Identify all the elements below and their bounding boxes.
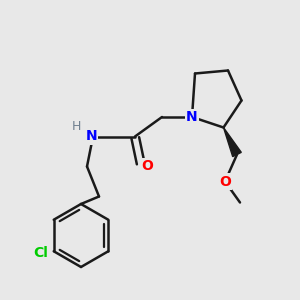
Text: H: H — [72, 119, 81, 133]
Polygon shape — [224, 128, 241, 157]
Text: O: O — [219, 175, 231, 188]
Text: Cl: Cl — [33, 246, 48, 260]
Text: N: N — [86, 130, 97, 143]
Text: O: O — [142, 160, 154, 173]
Text: N: N — [186, 110, 198, 124]
